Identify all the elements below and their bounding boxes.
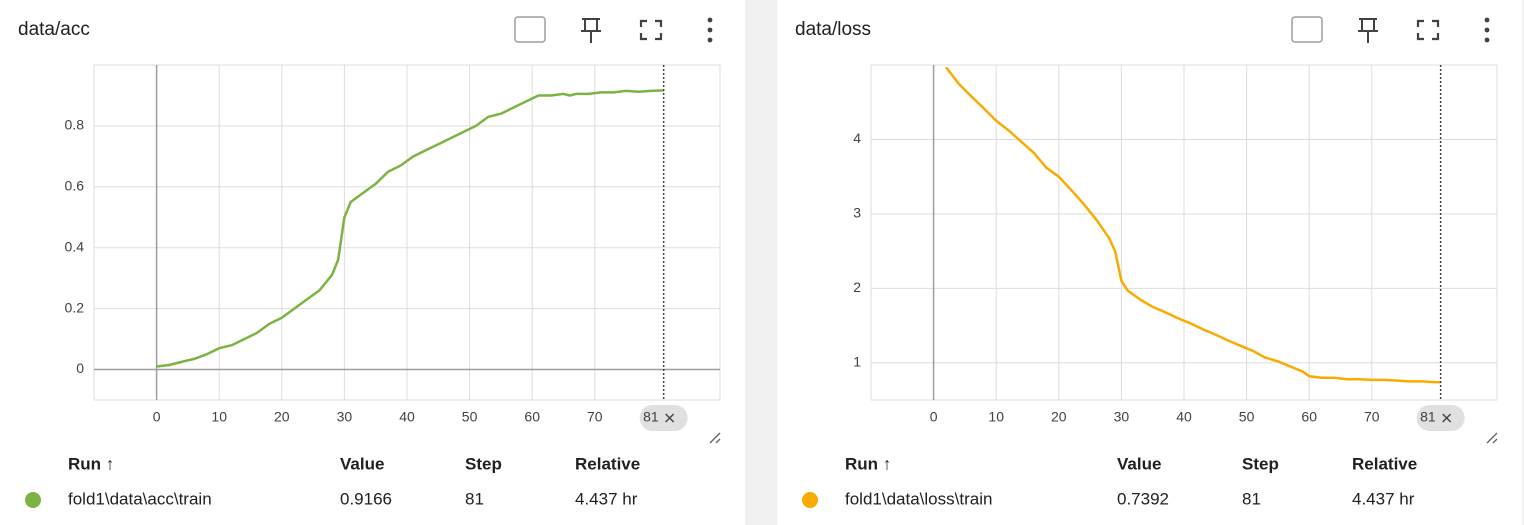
table-header[interactable]: Relative xyxy=(1352,454,1417,473)
cursor-label: 81 xyxy=(1420,409,1436,425)
x-tick-label: 70 xyxy=(587,409,603,425)
chart-title: data/acc xyxy=(18,19,90,40)
y-tick-label: 4 xyxy=(853,130,861,146)
x-tick-label: 0 xyxy=(930,409,938,425)
chart-title: data/loss xyxy=(795,19,871,40)
run-color xyxy=(25,492,41,508)
cursor-close[interactable] xyxy=(665,413,675,423)
x-tick-label: 10 xyxy=(211,409,227,425)
fullscreen-button[interactable] xyxy=(1416,19,1440,41)
pin-button[interactable] xyxy=(1358,18,1378,43)
x-tick-label: 20 xyxy=(274,409,290,425)
menu-button[interactable] xyxy=(1484,37,1490,43)
cursor-close[interactable] xyxy=(1442,413,1452,423)
fullscreen-button[interactable] xyxy=(639,19,663,41)
table-header[interactable]: Step xyxy=(465,454,502,473)
x-tick-label: 60 xyxy=(524,409,540,425)
toolbar xyxy=(514,16,713,43)
toolbar xyxy=(1291,16,1490,43)
y-tick-label: 0.6 xyxy=(65,178,85,194)
cursor-pill xyxy=(1416,405,1465,431)
table-header[interactable]: Value xyxy=(340,454,384,473)
resize-handle xyxy=(709,432,721,444)
table-cell: 81 xyxy=(1242,489,1261,508)
y-tick-label: 3 xyxy=(853,205,861,221)
table-cell: 4.437 hr xyxy=(575,489,638,508)
menu-button[interactable] xyxy=(707,27,713,33)
x-tick-label: 70 xyxy=(1364,409,1380,425)
table-header[interactable]: Run ↑ xyxy=(68,454,114,473)
table-header[interactable]: Value xyxy=(1117,454,1161,473)
table-header[interactable]: Relative xyxy=(575,454,640,473)
table-cell: fold1\data\loss\train xyxy=(845,489,992,508)
fit-domain-button[interactable] xyxy=(1291,16,1323,43)
x-tick-label: 60 xyxy=(1301,409,1317,425)
run-color xyxy=(802,492,818,508)
y-tick-label: 0.4 xyxy=(65,238,85,254)
x-tick-label: 30 xyxy=(1114,409,1130,425)
x-tick-label: 50 xyxy=(1239,409,1255,425)
y-tick-label: 0 xyxy=(76,360,84,376)
x-tick-label: 40 xyxy=(399,409,415,425)
fit-domain-button[interactable] xyxy=(514,16,546,43)
table-cell: fold1\data\acc\train xyxy=(68,489,212,508)
series-line xyxy=(156,89,664,368)
table-cell: 81 xyxy=(465,489,484,508)
table-header[interactable]: Step xyxy=(1242,454,1279,473)
x-tick-label: 10 xyxy=(988,409,1004,425)
x-tick-label: 40 xyxy=(1176,409,1192,425)
menu-button[interactable] xyxy=(1484,27,1490,33)
table-cell: 0.9166 xyxy=(340,489,392,508)
series-line xyxy=(945,66,1441,384)
y-tick-label: 0.8 xyxy=(65,117,85,133)
table-cell: 4.437 hr xyxy=(1352,489,1415,508)
menu-button[interactable] xyxy=(707,17,713,23)
x-tick-label: 50 xyxy=(462,409,478,425)
chart-panel: data/acc 0 0.2 0.4 0.6 0.8 0 10 20 30 40 50 60 70 81 Ru… xyxy=(0,0,745,525)
x-tick-label: 30 xyxy=(337,409,353,425)
resize-handle xyxy=(1486,432,1498,444)
x-tick-label: 0 xyxy=(153,409,161,425)
cursor-pill xyxy=(639,405,688,431)
x-tick-label: 20 xyxy=(1051,409,1067,425)
cursor-label: 81 xyxy=(643,409,659,425)
menu-button[interactable] xyxy=(1484,17,1490,23)
pin-button[interactable] xyxy=(581,18,601,43)
table-header[interactable]: Run ↑ xyxy=(845,454,891,473)
table-cell: 0.7392 xyxy=(1117,489,1169,508)
menu-button[interactable] xyxy=(707,37,713,43)
y-tick-label: 1 xyxy=(853,353,861,369)
y-tick-label: 2 xyxy=(853,279,861,295)
y-tick-label: 0.2 xyxy=(65,299,85,315)
